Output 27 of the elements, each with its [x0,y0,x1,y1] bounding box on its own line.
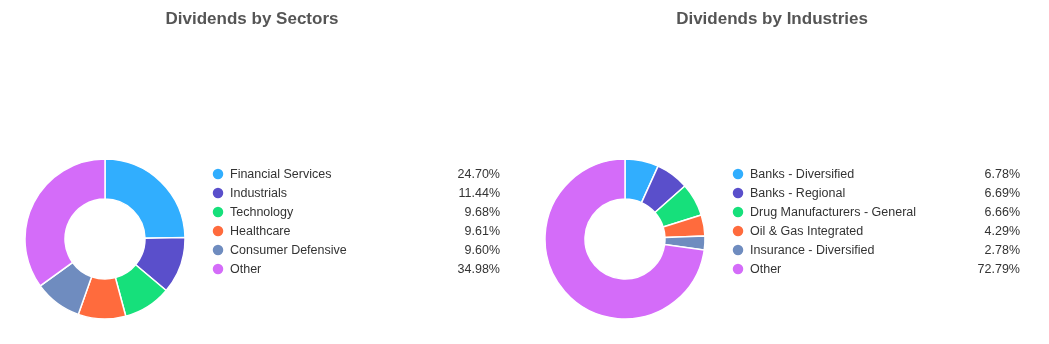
legend-label: Oil & Gas Integrated [750,224,864,238]
data-label: 11.44% [458,186,500,200]
legend-label: Technology [230,205,294,219]
legend-label: Industrials [230,186,287,200]
chart-title: Dividends by Industries [676,9,868,28]
data-label: 4.29% [984,224,1020,238]
legend-label: Banks - Regional [750,186,846,200]
donut-slice [544,158,705,320]
legend-label: Other [750,262,782,276]
data-label: 24.70% [457,167,500,181]
legend-label: Drug Manufacturers - General [750,205,917,219]
data-label: 9.60% [464,243,500,257]
data-label: 6.66% [984,205,1020,219]
data-label: 9.68% [464,205,500,219]
legend-label: Other [230,262,262,276]
legend-label: Healthcare [230,224,291,238]
data-label: 2.78% [984,243,1020,257]
legend-label: Financial Services [230,167,332,181]
data-label: 6.69% [984,186,1020,200]
legend-label: Banks - Diversified [750,167,855,181]
data-label: 9.61% [464,224,500,238]
data-label: 34.98% [457,262,500,276]
data-label: 72.79% [977,262,1020,276]
legend-label: Consumer Defensive [230,243,347,257]
chart-title: Dividends by Sectors [165,9,339,28]
legend-label: Insurance - Diversified [750,243,875,257]
data-label: 6.78% [984,167,1020,181]
